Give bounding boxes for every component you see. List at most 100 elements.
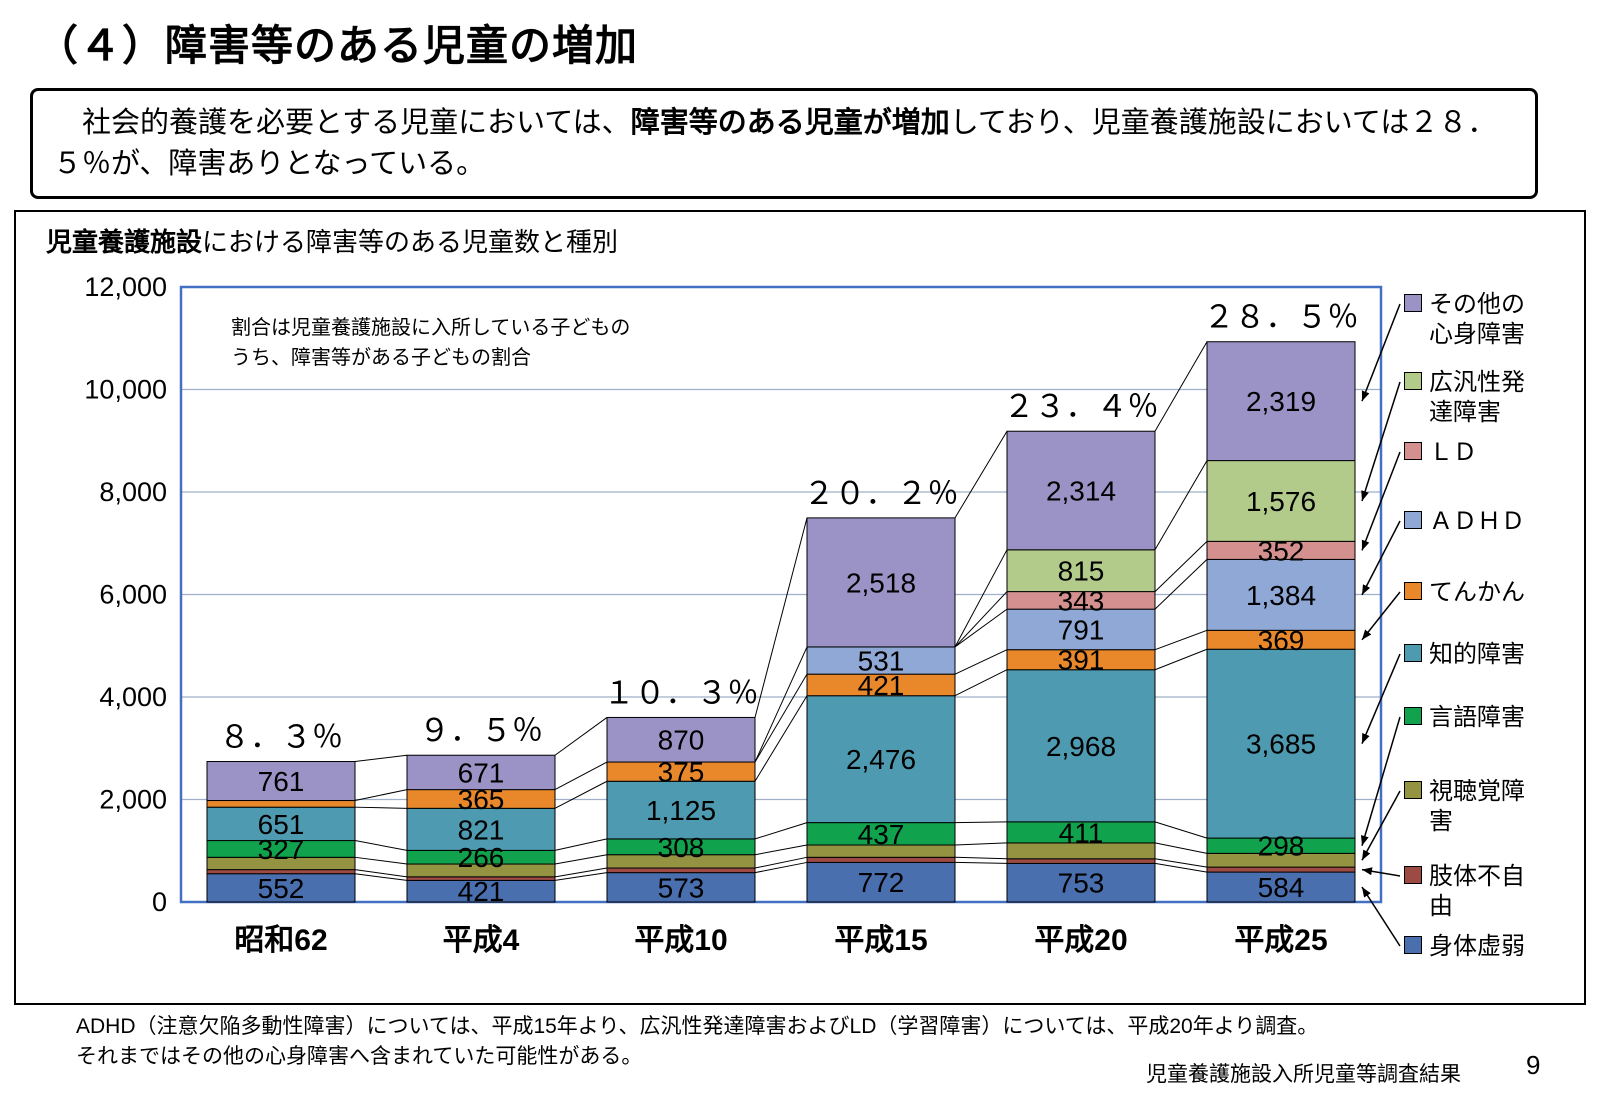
bar-segment-広汎性発達障害: [1006, 549, 1156, 593]
bar-segment-知的障害: [1006, 669, 1156, 823]
x-axis-category-label: 平成4: [443, 924, 520, 957]
segment-value-label: 421: [458, 876, 505, 907]
legend-swatch-視聴覚障害: [1404, 781, 1422, 799]
chart-legend: その他の 心身障害 広汎性発 達障害 ＬＤ ＡＤＨＤ てんかん 知的障害 言語障害 視聴覚障 …: [1404, 212, 1586, 1003]
segment-value-label: 1,125: [646, 795, 716, 826]
segment-value-label: 815: [1058, 556, 1105, 587]
legend-swatch-知的障害: [1404, 644, 1422, 662]
legend-arrow-肢体不自由: [1361, 867, 1401, 877]
legend-label: その他の 心身障害: [1429, 291, 1525, 348]
x-axis-category-label: 平成15: [834, 924, 927, 957]
legend-item-ＡＤＨＤ: ＡＤＨＤ: [1404, 507, 1525, 537]
segment-value-label: 573: [658, 872, 705, 903]
percent-label: ２８．５％: [1204, 300, 1359, 335]
series-line: [1154, 648, 1208, 671]
bar-segment-身体虚弱: [206, 873, 356, 903]
series-line: [954, 856, 1008, 860]
segment-value-label: 375: [658, 757, 705, 788]
bar-segment-その他の心身障害: [806, 517, 956, 648]
bar-segment-知的障害: [1206, 648, 1356, 839]
footnote-line1: ADHD（注意欠陥多動性障害）については、平成15年より、広汎性発達障害およびL…: [76, 1015, 1319, 1038]
bar-segment-肢体不自由: [1006, 858, 1156, 864]
legend-swatch-その他の心身障害: [1404, 294, 1422, 312]
segment-value-label: 584: [1258, 872, 1305, 903]
series-line: [954, 549, 1008, 648]
x-axis-category-label: 平成20: [1034, 924, 1127, 957]
bar-segment-知的障害: [206, 806, 356, 842]
segment-value-label: 391: [1058, 645, 1105, 676]
chart-annotation: 割合は児童養護施設に入所している子どもの: [231, 316, 630, 339]
segment-value-label: 791: [1058, 614, 1105, 645]
segment-value-label: 2,319: [1246, 386, 1316, 417]
segment-value-label: 671: [458, 757, 505, 788]
series-line: [354, 789, 408, 802]
segment-value-label: 2,314: [1046, 476, 1116, 507]
series-line: [954, 821, 1008, 824]
series-line: [954, 591, 1008, 648]
intro-text-post: しており、児童養護施設においては２８．５％が、障害ありとなっている。: [53, 107, 1497, 180]
series-line: [554, 872, 608, 881]
series-line: [954, 669, 1008, 697]
legend-item-ＬＤ: ＬＤ: [1404, 438, 1477, 468]
x-axis-category-label: 昭和62: [234, 924, 327, 957]
source-label: 児童養護施設入所児童等調査結果: [1146, 1063, 1461, 1086]
bar-segment-その他の心身障害: [1206, 341, 1356, 462]
legend-swatch-ＬＤ: [1404, 442, 1422, 460]
legend-arrow-身体虚弱: [1361, 886, 1401, 947]
percent-label: ９．５％: [419, 713, 543, 748]
series-line: [554, 717, 608, 756]
segment-value-label: 343: [1058, 585, 1105, 616]
y-axis-tick-label: 2,000: [99, 785, 167, 815]
segment-value-label: 327: [258, 834, 305, 865]
legend-item-その他の心身障害: その他の 心身障害: [1404, 290, 1525, 350]
series-line: [1154, 540, 1208, 592]
legend-swatch-肢体不自由: [1404, 866, 1422, 884]
percent-label: ２３．４％: [1004, 389, 1159, 424]
segment-value-label: 761: [258, 766, 305, 797]
series-line: [754, 844, 808, 856]
series-line: [1154, 858, 1208, 868]
legend-label: 視聴覚障 害: [1429, 778, 1525, 835]
series-line: [354, 856, 408, 865]
y-axis-tick-label: 4,000: [99, 682, 167, 712]
percent-label: ２０．２％: [804, 476, 959, 511]
page-title: （４）障害等のある児童の増加: [36, 22, 639, 69]
series-line: [954, 608, 1008, 648]
series-line: [354, 840, 408, 851]
segment-value-label: 437: [858, 819, 905, 850]
segment-value-label: 411: [1059, 817, 1104, 848]
bar-segment-肢体不自由: [806, 856, 956, 863]
x-axis-category-label: 平成10: [634, 924, 727, 957]
legend-label: ＡＤＨＤ: [1429, 508, 1525, 535]
footnote: ADHD（注意欠陥多動性障害）については、平成15年より、広汎性発達障害およびL…: [76, 1012, 1318, 1073]
series-line: [554, 838, 608, 851]
bar-segment-身体虚弱: [1206, 871, 1356, 903]
series-line: [354, 869, 408, 878]
segment-value-label: 266: [458, 842, 505, 873]
segment-value-label: 308: [658, 832, 705, 863]
series-line: [1154, 842, 1208, 854]
bar-segment-てんかん: [206, 800, 356, 808]
series-line: [754, 861, 808, 874]
intro-box: 社会的養護を必要とする児童においては、障害等のある児童が増加しており、児童養護施…: [30, 88, 1538, 200]
legend-item-視聴覚障害: 視聴覚障 害: [1404, 777, 1525, 837]
segment-value-label: 2,476: [846, 744, 916, 775]
segment-value-label: 1,384: [1246, 580, 1316, 611]
bar-segment-その他の心身障害: [606, 716, 756, 763]
bar-segment-ＡＤＨＤ: [1006, 608, 1156, 651]
segment-value-label: 352: [1258, 535, 1305, 566]
series-line: [754, 822, 808, 840]
series-line: [1154, 559, 1208, 610]
series-line: [1154, 460, 1208, 551]
bar-segment-身体虚弱: [1006, 862, 1156, 903]
chart-title-bold: 児童養護施設: [46, 227, 203, 257]
legend-item-知的障害: 知的障害: [1404, 640, 1525, 670]
bar-segment-身体虚弱: [806, 861, 956, 903]
x-axis-category-label: 平成25: [1234, 924, 1327, 957]
series-line: [954, 842, 1008, 846]
intro-text-bold: 障害等のある児童が増加: [630, 107, 950, 139]
legend-swatch-身体虚弱: [1404, 936, 1422, 954]
chart-title-rest: における障害等のある児童数と種別: [202, 227, 619, 257]
